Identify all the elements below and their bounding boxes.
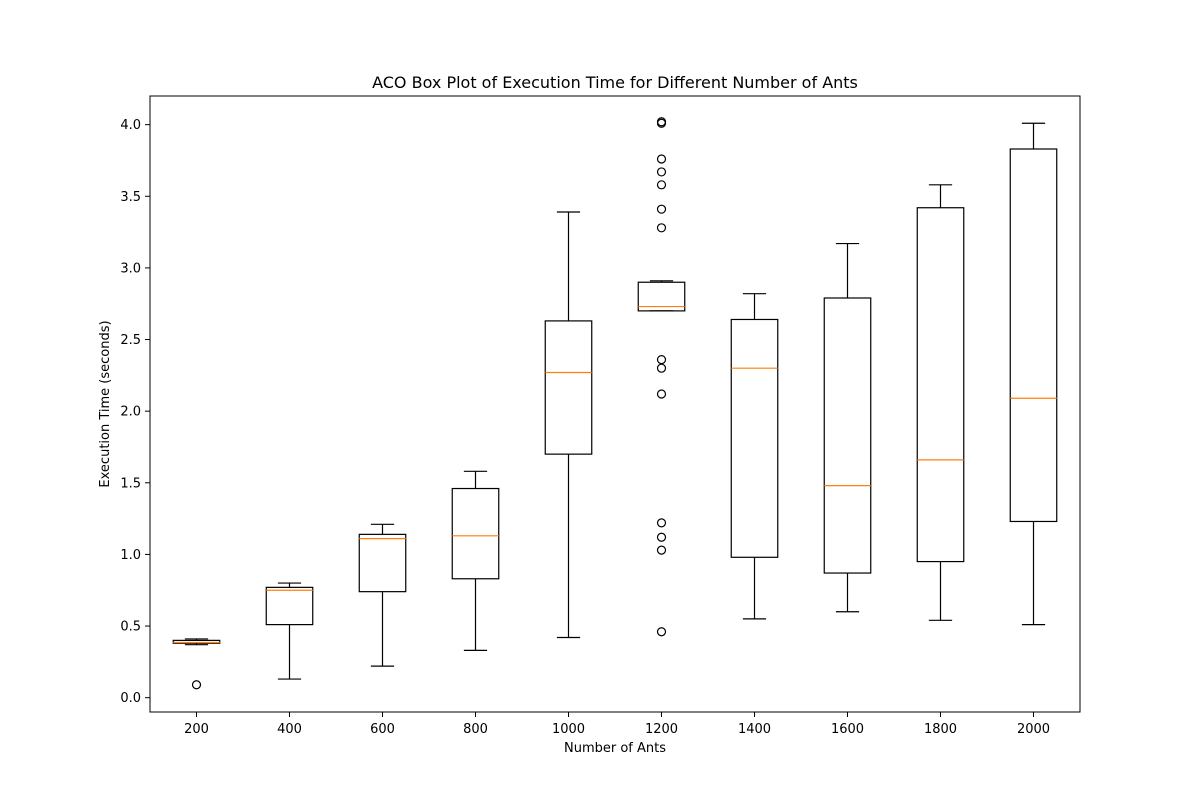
- y-tick-label: 4.0: [120, 118, 141, 133]
- outlier-point: [656, 117, 667, 127]
- x-tick-label: 1800: [924, 722, 957, 737]
- iqr-box: [358, 533, 407, 593]
- box-200: [172, 638, 221, 690]
- y-axis-ticks: 0.0 0.5 1.0 1.5 2.0 2.5 3.0 3.5 4.0: [120, 118, 150, 706]
- iqr-box: [544, 320, 593, 455]
- iqr-box: [823, 297, 872, 574]
- outlier-point: [656, 532, 667, 542]
- box-600: [358, 523, 407, 667]
- outlier-point: [656, 223, 667, 233]
- box-2000: [1009, 122, 1058, 626]
- box-1800: [916, 184, 965, 621]
- outlier-point: [656, 627, 667, 637]
- iqr-box: [172, 639, 221, 644]
- outlier-point: [656, 180, 667, 190]
- y-tick-label: 3.0: [120, 261, 141, 276]
- iqr-box: [265, 586, 314, 626]
- y-tick-label: 2.0: [120, 405, 141, 420]
- outlier-point: [656, 154, 667, 164]
- box-1400: [730, 293, 779, 620]
- x-axis-ticks: 200 400 600 800 1000 1200 1400 1600 1800 2000: [184, 712, 1050, 737]
- x-tick-label: 400: [277, 722, 302, 737]
- x-tick-label: 1200: [645, 722, 678, 737]
- box-800: [451, 470, 500, 652]
- iqr-box: [916, 207, 965, 563]
- boxes: [172, 117, 1058, 690]
- x-tick-label: 1600: [831, 722, 864, 737]
- x-tick-label: 800: [463, 722, 488, 737]
- x-tick-label: 1000: [552, 722, 585, 737]
- x-tick-label: 1400: [738, 722, 771, 737]
- plot-area-frame: [149, 95, 1081, 713]
- x-axis-label: Number of Ants: [564, 741, 666, 756]
- x-tick-label: 600: [370, 722, 395, 737]
- y-tick-label: 0.5: [120, 620, 141, 635]
- chart-title: ACO Box Plot of Execution Time for Diffe…: [372, 73, 858, 92]
- outlier-point: [656, 389, 667, 399]
- outlier-point: [656, 363, 667, 373]
- y-tick-label: 3.5: [120, 190, 141, 205]
- outlier-point: [656, 167, 667, 177]
- y-tick-label: 2.5: [120, 333, 141, 348]
- iqr-box: [637, 281, 686, 312]
- iqr-box: [730, 318, 779, 558]
- box-1600: [823, 242, 872, 613]
- outlier-point: [656, 204, 667, 214]
- y-axis-label: Execution Time (seconds): [98, 320, 113, 487]
- box-1200: [637, 117, 686, 637]
- y-tick-label: 1.0: [120, 548, 141, 563]
- outlier-point: [656, 545, 667, 555]
- outlier-point: [656, 518, 667, 528]
- box-400: [265, 582, 314, 680]
- iqr-box: [451, 487, 500, 580]
- outlier-point: [656, 354, 667, 365]
- box-1000: [544, 211, 593, 639]
- y-tick-label: 0.0: [120, 691, 141, 706]
- x-tick-label: 2000: [1017, 722, 1050, 737]
- iqr-box: [1009, 148, 1058, 523]
- x-tick-label: 200: [184, 722, 209, 737]
- y-tick-label: 1.5: [120, 476, 141, 491]
- outlier-point: [191, 680, 202, 690]
